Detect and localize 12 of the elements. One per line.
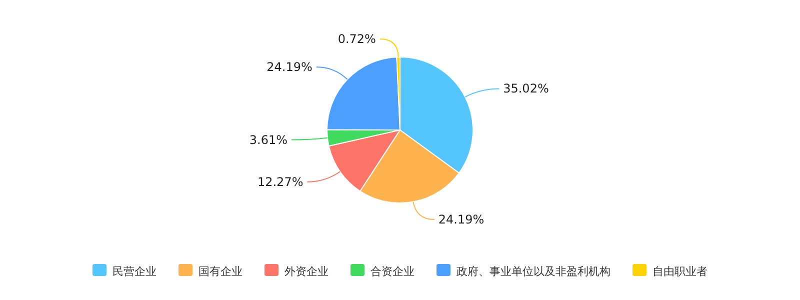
data-label: 24.19% [438, 212, 484, 227]
legend-label: 自由职业者 [652, 265, 708, 278]
legend-label: 合资企业 [370, 265, 414, 278]
data-label: 35.02% [503, 82, 549, 96]
legend-label: 国有企业 [198, 265, 242, 278]
data-label: 12.27% [257, 174, 304, 189]
legend-label: 民营企业 [112, 265, 156, 278]
legend-label: 政府、事业单位以及非盈利机构 [456, 265, 610, 278]
legend-label: 外资企业 [284, 265, 328, 278]
data-label: 24.19% [266, 60, 312, 74]
data-label: 0.72% [338, 32, 376, 46]
data-label: 3.61% [249, 132, 288, 147]
